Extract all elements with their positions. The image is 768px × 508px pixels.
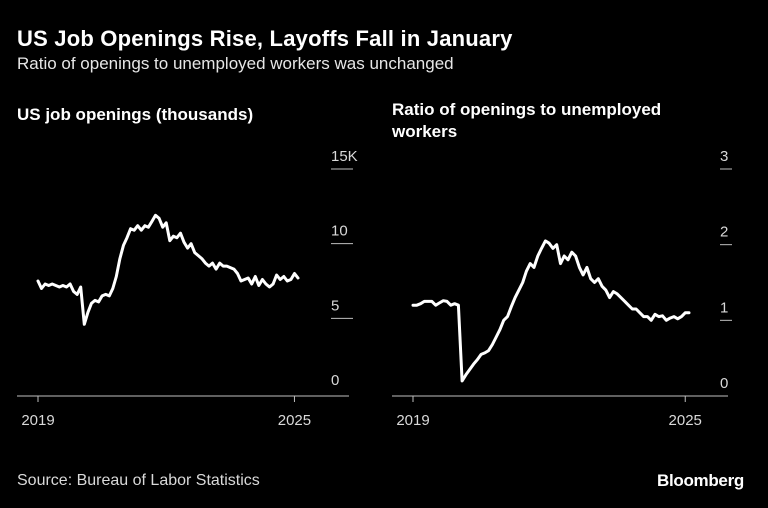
ratio-y-tick-label-1: 1 <box>720 299 728 316</box>
job-openings-y-tick-label-3: 15K <box>331 148 358 165</box>
source-note: Source: Bureau of Labor Statistics <box>17 472 260 489</box>
job-openings-y-tick-label-2: 10 <box>331 223 348 240</box>
chart-title: US Job Openings Rise, Layoffs Fall in Ja… <box>17 26 513 51</box>
chart-subtitle: Ratio of openings to unemployed workers … <box>17 54 454 73</box>
job-openings-x-tick-label-0: 2019 <box>21 412 54 429</box>
ratio-x-tick-label-1: 2025 <box>669 412 702 429</box>
panel-title-job-openings: US job openings (thousands) <box>17 105 254 124</box>
ratio-series-line-0 <box>411 239 691 383</box>
ratio-y-tick-label-2: 2 <box>720 224 728 241</box>
job-openings-y-tick-label-1: 5 <box>331 297 339 314</box>
job-openings-y-tick-label-0: 0 <box>331 372 339 389</box>
bloomberg-logo: Bloomberg <box>656 471 744 490</box>
job-openings-x-tick-label-1: 2025 <box>278 412 311 429</box>
panel-title-ratio: Ratio of openings to unemployed workers <box>392 100 662 141</box>
job-openings-series-line-0 <box>36 213 300 326</box>
ratio-x-tick-label-0: 2019 <box>396 412 429 429</box>
ratio-y-tick-label-3: 3 <box>720 148 728 165</box>
ratio-y-tick-label-0: 0 <box>720 375 728 392</box>
